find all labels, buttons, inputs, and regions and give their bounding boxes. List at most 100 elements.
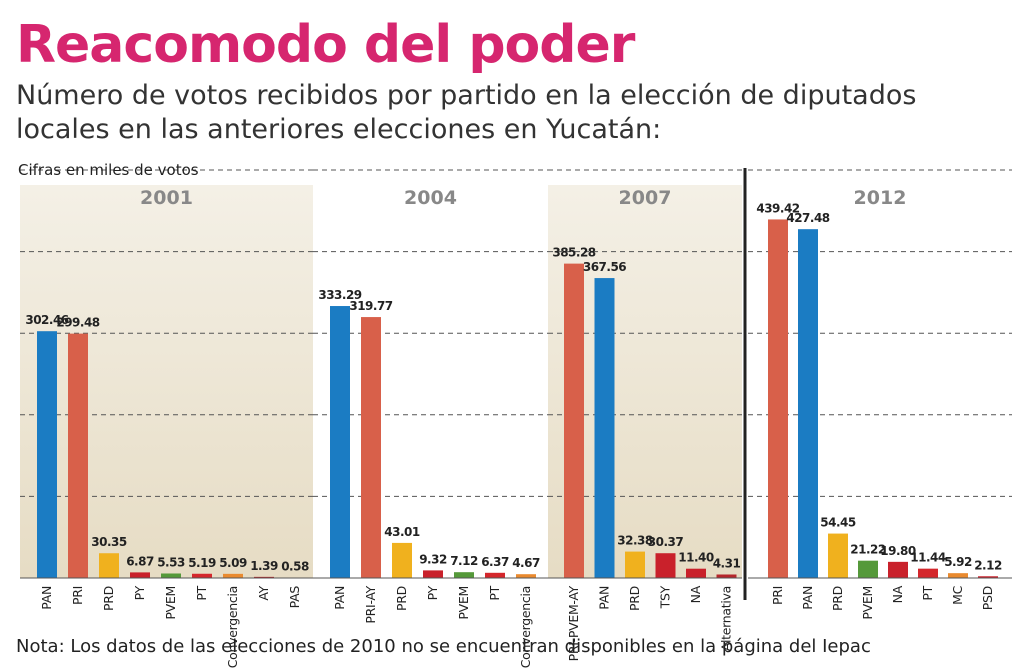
bar [768, 219, 788, 578]
year-panel [20, 185, 313, 578]
value-label: 6.37 [481, 555, 509, 569]
unit-label: Cifras en miles de votos [18, 161, 199, 179]
x-tick-label: PRD [830, 586, 845, 611]
x-tick-label: PT [487, 585, 502, 600]
value-label: 54.45 [820, 516, 856, 530]
x-tick-label: PRI [70, 586, 85, 605]
x-tick-label: PAN [39, 586, 54, 610]
value-label: 0.58 [281, 560, 309, 574]
title: Reacomodo del poder [16, 15, 636, 75]
x-tick-label: PAN [800, 586, 815, 610]
value-label: 367.56 [583, 260, 626, 274]
value-label: 11.44 [910, 551, 946, 565]
x-tick-label: TSY [658, 585, 673, 609]
x-tick-label: PRI-PVEM-AY [566, 585, 581, 661]
value-label: 302.46 [25, 313, 68, 327]
subtitle: locales en las anteriores elecciones en … [16, 114, 661, 145]
value-label: 32.38 [617, 534, 653, 548]
value-label: 2.12 [974, 558, 1002, 572]
value-label: 439.42 [756, 201, 799, 215]
x-tick-label: PT [920, 585, 935, 600]
bar [99, 553, 119, 578]
x-tick-label: MC [950, 585, 965, 604]
value-label: 4.31 [713, 556, 741, 570]
year-label: 2001 [140, 187, 193, 209]
bar [798, 229, 818, 578]
x-tick-label: PT [194, 585, 209, 600]
value-label: 30.35 [91, 535, 127, 549]
bar [485, 572, 505, 578]
bar [716, 574, 737, 578]
x-tick-label: Convergencia [225, 586, 240, 668]
bar [254, 576, 274, 578]
bar [130, 572, 150, 578]
x-tick-label: Alternativa [719, 586, 734, 651]
value-label: 21.22 [850, 543, 886, 557]
x-tick-label: PRD [627, 586, 642, 611]
value-label: 6.87 [126, 554, 154, 568]
bar [361, 317, 381, 578]
x-tick-label: PAN [332, 586, 347, 610]
subtitle: Número de votos recibidos por partido en… [16, 80, 916, 111]
bar [330, 306, 350, 578]
x-tick-label: PVEM [163, 586, 178, 620]
bar [516, 574, 536, 578]
bar [192, 573, 212, 578]
bar [223, 573, 243, 578]
x-tick-label: PRI-AY [363, 585, 378, 623]
bar [978, 576, 998, 578]
x-tick-label: PY [425, 585, 440, 600]
value-label: 7.12 [450, 554, 478, 568]
value-label: 5.53 [157, 555, 185, 569]
value-label: 427.48 [786, 211, 829, 225]
bar [918, 568, 938, 578]
year-label: 2012 [854, 187, 907, 209]
bar [686, 568, 706, 578]
x-tick-label: PRD [394, 586, 409, 611]
bar [454, 572, 474, 578]
x-tick-label: PY [132, 585, 147, 600]
value-label: 43.01 [384, 525, 420, 539]
x-tick-label: PAN [597, 586, 612, 610]
value-label: 30.37 [648, 535, 684, 549]
value-label: 1.39 [250, 559, 278, 573]
bar [655, 553, 676, 578]
x-tick-label: PAS [287, 586, 302, 609]
value-label: 5.09 [219, 556, 247, 570]
x-tick-label: AY [256, 585, 271, 600]
bar [161, 573, 181, 578]
x-tick-label: Convergencia [518, 586, 533, 668]
value-label: 11.40 [678, 551, 714, 565]
bar [828, 533, 848, 578]
x-tick-label: PSD [980, 586, 995, 610]
bar [948, 573, 968, 578]
bar [37, 331, 57, 578]
bar [625, 551, 645, 578]
value-label: 299.48 [56, 316, 99, 330]
bar [564, 263, 584, 578]
x-tick-label: PVEM [860, 586, 875, 620]
year-label: 2007 [619, 187, 672, 209]
value-label: 5.92 [944, 555, 972, 569]
x-tick-label: PRI [770, 586, 785, 605]
bar [392, 542, 412, 578]
value-label: 9.32 [419, 552, 447, 566]
value-label: 319.77 [349, 299, 392, 313]
bar [858, 560, 878, 578]
bar [594, 278, 615, 578]
value-label: 385.28 [552, 246, 595, 260]
x-tick-label: PVEM [456, 586, 471, 620]
value-label: 333.29 [318, 288, 361, 302]
x-tick-label: NA [688, 585, 703, 603]
value-label: 19.80 [880, 544, 916, 558]
value-label: 5.19 [188, 556, 216, 570]
x-tick-label: NA [890, 585, 905, 603]
value-label: 4.67 [512, 556, 540, 570]
bar [888, 561, 908, 578]
bar [68, 333, 88, 578]
x-tick-label: PRD [101, 586, 116, 611]
bar [423, 570, 443, 578]
note: Nota: Los datos de las elecciones de 201… [16, 636, 871, 657]
year-label: 2004 [404, 187, 457, 209]
